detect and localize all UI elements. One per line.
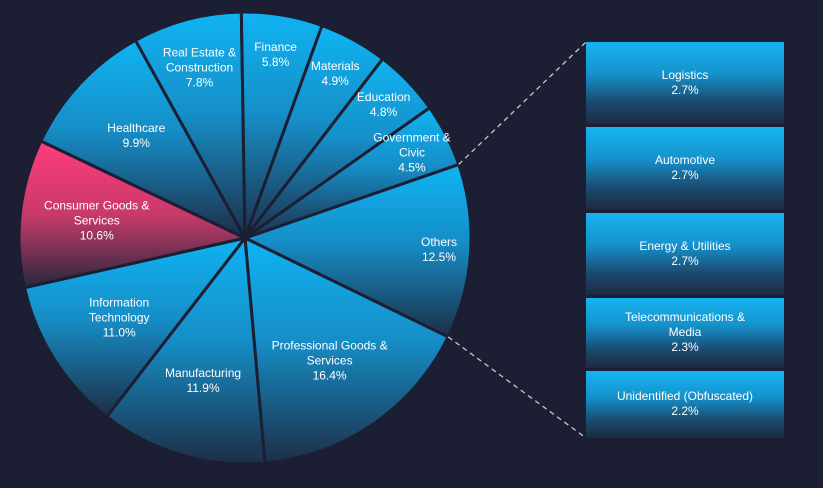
slice-percent-text: 10.6% — [79, 228, 114, 243]
slice-category-text: Professional Goods & — [271, 338, 388, 353]
bar-percent-text: 2.2% — [671, 404, 699, 419]
slice-category-text: Others — [420, 234, 458, 249]
bar-category-text: Unidentified (Obfuscated) — [616, 389, 754, 404]
connector-line-top — [458, 41, 587, 165]
bar-category-text: Telecommunications & — [624, 310, 746, 325]
slice-percent-text: 4.5% — [398, 160, 426, 175]
slice-category-text: Services — [73, 213, 120, 228]
bar-segment-unidentified-obfuscated: Unidentified (Obfuscated) 2.2% — [586, 370, 784, 438]
bar-percent-text: 2.7% — [671, 253, 699, 268]
slice-category-text: Materials — [310, 58, 360, 73]
bar-percent-text: 2.7% — [671, 168, 699, 183]
slice-percent-text: 11.0% — [102, 325, 136, 340]
slice-category-text: Government & — [373, 130, 451, 145]
pie-slice-healthcare — [39, 38, 247, 240]
bar-category-text: Automotive — [654, 153, 716, 168]
slice-percent-text: 5.8% — [261, 55, 290, 70]
pie-slice-real-estate-construction — [134, 10, 247, 240]
slice-percent-text: 9.9% — [122, 135, 150, 150]
slice-category-text: Information — [89, 295, 150, 310]
slice-category-text: Services — [306, 353, 353, 368]
slice-percent-text: 12.5% — [421, 249, 457, 264]
bar-percent-text: 2.3% — [671, 340, 699, 355]
slice-label-consumer-goods-services: Consumer Goods & Services 10.6% — [44, 199, 149, 244]
slice-label-professional-goods-services: Professional Goods & Services 16.4% — [272, 338, 388, 383]
pie-slices — [17, 10, 473, 466]
slice-category-text: Technology — [88, 310, 150, 325]
bar-category-text: Energy & Utilities — [639, 238, 731, 253]
slice-category-text: Consumer Goods & — [44, 198, 150, 213]
slice-category-text: Education — [356, 90, 411, 104]
slice-label-real-estate-construction: Real Estate & Construction 7.8% — [163, 45, 236, 90]
slice-label-manufacturing: Manufacturing 11.9% — [165, 366, 241, 396]
slice-category-text: Finance — [254, 40, 297, 55]
pie-slice-consumer-goods-services — [17, 139, 247, 290]
slice-percent-text: 11.9% — [186, 381, 220, 396]
slice-category-text: Manufacturing — [165, 366, 242, 381]
bar-segment-energy-utilities: Energy & Utilities 2.7% — [586, 212, 784, 295]
slice-percent-text: 4.8% — [369, 105, 398, 119]
pie-slice-information-technology — [23, 236, 247, 419]
slice-label-materials: Materials 4.9% — [311, 59, 360, 89]
pie-slice-government-civic — [243, 106, 461, 240]
slice-label-others: Others 12.5% — [421, 235, 457, 265]
slice-percent-text: 16.4% — [312, 368, 347, 383]
bar-category-text: Media — [668, 325, 702, 340]
slice-label-healthcare: Healthcare 9.9% — [107, 121, 165, 151]
bar-category-text: Logistics — [661, 68, 709, 83]
slice-category-text: Civic — [398, 145, 425, 160]
slice-category-text: Real Estate & — [162, 45, 237, 60]
bar-segment-telecommunications-media: Telecommunications & Media 2.3% — [586, 297, 784, 368]
bar-percent-text: 2.7% — [671, 83, 699, 98]
slice-percent-text: 7.8% — [185, 75, 214, 90]
slice-category-text: Healthcare — [107, 120, 166, 135]
slice-label-government-civic: Government & Civic 4.5% — [373, 130, 450, 175]
connector-lines — [447, 41, 587, 439]
slice-category-text: Construction — [165, 60, 234, 75]
pie-slice-manufacturing — [105, 236, 267, 466]
pie-slice-professional-goods-services — [243, 236, 450, 465]
slice-label-information-technology: Information Technology 11.0% — [89, 296, 150, 341]
slice-label-finance: Finance 5.8% — [254, 40, 297, 70]
slice-label-education: Education 4.8% — [357, 90, 410, 120]
slice-percent-text: 4.9% — [321, 73, 349, 88]
pie-slice-others — [243, 162, 473, 339]
bar-segment-automotive: Automotive 2.7% — [586, 127, 784, 210]
bar-segment-logistics: Logistics 2.7% — [586, 42, 784, 125]
connector-line-bottom — [447, 336, 587, 439]
